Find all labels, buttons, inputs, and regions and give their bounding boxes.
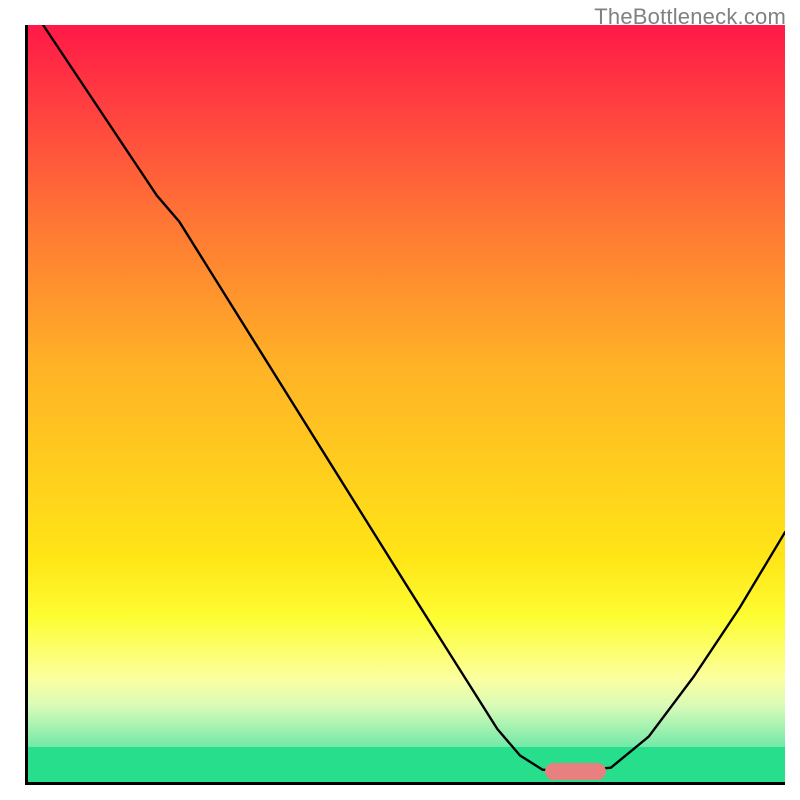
plot-area — [25, 25, 785, 785]
optimal-marker — [545, 763, 606, 780]
bottleneck-chart: TheBottleneck.com — [0, 0, 800, 800]
curve-layer — [28, 25, 785, 782]
bottleneck-curve — [43, 25, 785, 770]
